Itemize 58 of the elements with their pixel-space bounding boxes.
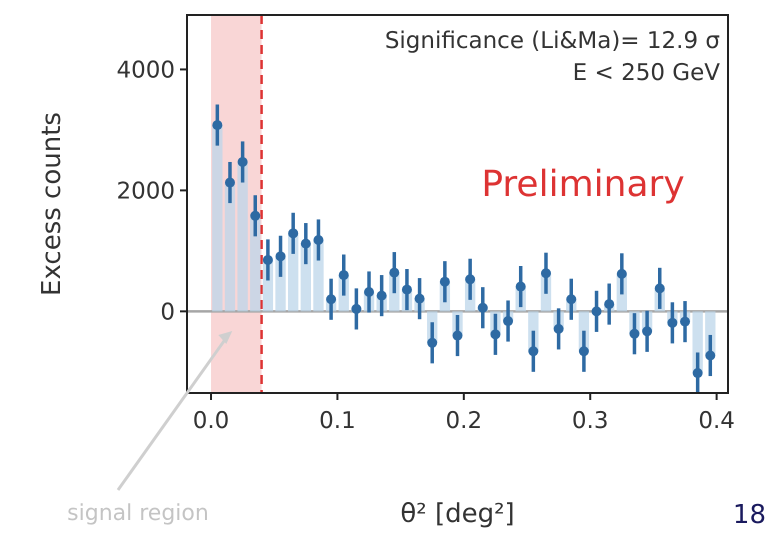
- point: [276, 251, 286, 262]
- point: [300, 238, 311, 249]
- annotation: Significance (Li&Ma)= 12.9 σ: [384, 28, 720, 54]
- point: [313, 234, 324, 245]
- point: [578, 346, 589, 356]
- point: [212, 120, 222, 130]
- point: [364, 287, 374, 297]
- point: [262, 254, 273, 265]
- y-tick-label: 2000: [116, 178, 175, 204]
- bar: [212, 125, 223, 312]
- text: 18: [732, 500, 766, 530]
- y-axis-title: Excess counts: [37, 112, 67, 296]
- point: [414, 294, 425, 304]
- bar: [250, 216, 260, 312]
- y-tick-label: 4000: [116, 57, 175, 84]
- point: [516, 282, 526, 292]
- annotation: Preliminary: [481, 164, 685, 205]
- point: [452, 330, 462, 341]
- point: [465, 274, 476, 284]
- point: [616, 268, 627, 279]
- point: [566, 294, 576, 304]
- point: [629, 328, 640, 339]
- point: [604, 299, 614, 310]
- point: [680, 316, 690, 327]
- point: [642, 326, 652, 336]
- point: [654, 283, 665, 294]
- point: [440, 276, 450, 287]
- band-label: signal region: [67, 501, 209, 526]
- x-axis-title: θ² [deg²]: [400, 499, 515, 529]
- x-tick-label: 0.3: [572, 408, 609, 434]
- point: [478, 302, 488, 313]
- point: [554, 324, 564, 334]
- bar: [237, 162, 248, 312]
- point: [402, 284, 412, 295]
- point: [250, 210, 260, 221]
- point: [238, 156, 248, 167]
- x-tick-label: 0.1: [319, 408, 356, 434]
- point: [326, 294, 336, 304]
- bar: [224, 182, 236, 312]
- point: [490, 329, 500, 340]
- point: [705, 350, 716, 360]
- point: [503, 316, 514, 326]
- point: [427, 338, 438, 348]
- x-tick-label: 0.4: [698, 408, 735, 434]
- point: [376, 290, 387, 301]
- point: [389, 268, 400, 278]
- point: [338, 270, 349, 280]
- y-tick-label: 0: [160, 299, 175, 326]
- point: [528, 346, 538, 356]
- x-tick-label: 0.2: [446, 408, 482, 434]
- point: [692, 368, 703, 378]
- point: [288, 228, 298, 238]
- point: [224, 178, 235, 188]
- point: [667, 318, 678, 328]
- x-tick-label: 0.0: [192, 408, 230, 434]
- point: [592, 306, 602, 316]
- point: [540, 268, 551, 278]
- annotation: E < 250 GeV: [572, 60, 720, 86]
